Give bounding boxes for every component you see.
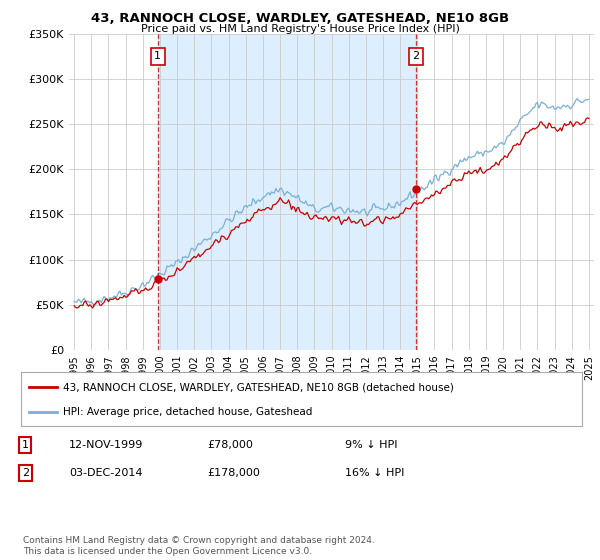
Text: 2: 2 [22, 468, 29, 478]
Text: 1: 1 [22, 440, 29, 450]
Text: 43, RANNOCH CLOSE, WARDLEY, GATESHEAD, NE10 8GB: 43, RANNOCH CLOSE, WARDLEY, GATESHEAD, N… [91, 12, 509, 25]
Text: Contains HM Land Registry data © Crown copyright and database right 2024.
This d: Contains HM Land Registry data © Crown c… [23, 536, 374, 556]
Text: 03-DEC-2014: 03-DEC-2014 [69, 468, 143, 478]
Bar [158, 34, 416, 350]
Text: 12-NOV-1999: 12-NOV-1999 [69, 440, 143, 450]
Text: £78,000: £78,000 [207, 440, 253, 450]
Text: 43, RANNOCH CLOSE, WARDLEY, GATESHEAD, NE10 8GB (detached house): 43, RANNOCH CLOSE, WARDLEY, GATESHEAD, N… [63, 382, 454, 393]
Text: 9% ↓ HPI: 9% ↓ HPI [345, 440, 398, 450]
Text: £178,000: £178,000 [207, 468, 260, 478]
Text: Price paid vs. HM Land Registry's House Price Index (HPI): Price paid vs. HM Land Registry's House … [140, 24, 460, 34]
Text: 1: 1 [154, 51, 161, 61]
Text: 16% ↓ HPI: 16% ↓ HPI [345, 468, 404, 478]
Text: HPI: Average price, detached house, Gateshead: HPI: Average price, detached house, Gate… [63, 407, 313, 417]
Text: 2: 2 [412, 51, 419, 61]
